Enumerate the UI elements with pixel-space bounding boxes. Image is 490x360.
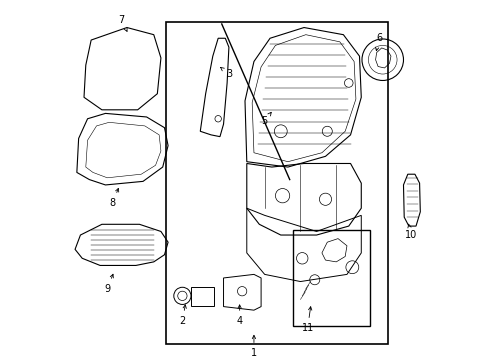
Bar <box>191 287 214 306</box>
Text: 2: 2 <box>179 305 186 326</box>
Text: 11: 11 <box>301 307 314 333</box>
Text: 4: 4 <box>237 305 243 326</box>
Text: 1: 1 <box>251 336 257 358</box>
Text: 5: 5 <box>262 112 271 126</box>
Bar <box>294 230 370 326</box>
Text: 8: 8 <box>110 188 119 208</box>
Text: 10: 10 <box>405 224 417 240</box>
Text: 3: 3 <box>220 67 232 79</box>
Text: 6: 6 <box>375 33 382 51</box>
Bar <box>166 22 388 344</box>
Text: 9: 9 <box>104 274 113 294</box>
Text: 7: 7 <box>119 15 127 31</box>
